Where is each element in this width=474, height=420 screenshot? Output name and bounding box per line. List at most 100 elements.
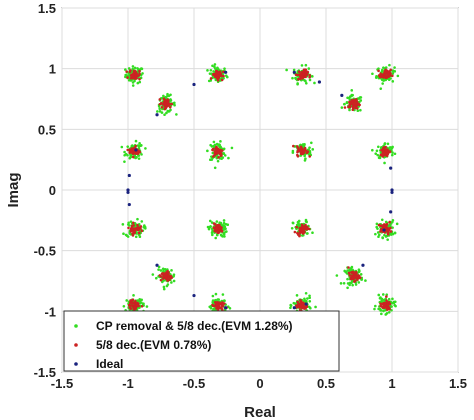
- point-cp-removal: [393, 152, 397, 156]
- point-dec: [222, 74, 225, 78]
- point-cp-removal: [221, 293, 225, 296]
- point-cp-removal: [226, 223, 230, 226]
- point-cp-removal: [214, 298, 217, 302]
- point-cp-removal: [377, 235, 380, 238]
- point-dec: [222, 70, 225, 74]
- point-cp-removal: [223, 154, 227, 157]
- point-cp-removal: [207, 227, 211, 231]
- point-dec: [137, 228, 141, 231]
- point-cp-removal: [209, 68, 213, 72]
- point-cp-removal: [209, 143, 212, 147]
- point-dec: [127, 226, 130, 230]
- point-dec: [354, 106, 358, 110]
- point-dec: [299, 150, 303, 153]
- point-cp-removal: [157, 105, 161, 108]
- point-cp-removal: [173, 103, 176, 107]
- point-cp-removal: [379, 151, 383, 154]
- point-cp-removal: [132, 294, 135, 297]
- point-cp-removal: [138, 297, 142, 301]
- point-dec: [353, 279, 357, 283]
- point-dec: [164, 106, 168, 110]
- point-dec: [304, 306, 307, 310]
- point-cp-removal: [297, 221, 300, 224]
- point-dec: [354, 275, 358, 279]
- point-cp-removal: [306, 297, 309, 300]
- point-cp-removal: [143, 225, 147, 229]
- point-cp-removal: [134, 235, 138, 239]
- point-cp-removal: [391, 80, 395, 83]
- point-dec: [387, 70, 391, 73]
- point-cp-removal: [129, 220, 133, 223]
- point-dec: [301, 72, 305, 76]
- point-dec: [296, 300, 300, 304]
- point-cp-removal: [391, 145, 394, 149]
- point-cp-removal: [381, 293, 385, 296]
- point-dec: [296, 146, 300, 150]
- point-cp-removal: [357, 268, 361, 271]
- point-cp-removal: [302, 144, 306, 147]
- point-dec: [136, 223, 139, 227]
- point-ideal: [389, 210, 393, 214]
- point-cp-removal: [208, 219, 212, 223]
- point-cp-removal: [129, 154, 132, 158]
- point-cp-removal: [291, 221, 295, 225]
- point-cp-removal: [124, 152, 128, 156]
- point-cp-removal: [219, 146, 222, 149]
- point-cp-removal: [206, 69, 209, 72]
- point-dec: [302, 306, 305, 310]
- point-ideal: [127, 202, 131, 207]
- point-cp-removal: [123, 160, 126, 163]
- point-cp-removal: [396, 74, 400, 78]
- point-dec: [140, 229, 144, 233]
- point-dec: [217, 156, 220, 159]
- point-cp-removal: [140, 220, 144, 223]
- y-tick-label: 1.5: [38, 1, 56, 16]
- point-cp-removal: [305, 220, 308, 224]
- point-dec: [381, 148, 385, 151]
- point-cp-removal: [127, 67, 131, 70]
- point-dec: [138, 72, 141, 76]
- point-cp-removal: [169, 108, 172, 112]
- point-dec: [131, 232, 134, 236]
- point-cp-removal: [212, 144, 215, 148]
- point-cp-removal: [307, 67, 311, 70]
- point-dec: [385, 299, 388, 302]
- point-cp-removal: [292, 68, 296, 72]
- point-dec: [386, 303, 390, 307]
- point-cp-removal: [390, 308, 393, 312]
- point-cp-removal: [335, 274, 339, 277]
- point-cp-removal: [124, 233, 128, 237]
- point-cp-removal: [220, 223, 223, 227]
- point-dec: [133, 228, 137, 231]
- point-dec: [383, 302, 387, 305]
- point-dec: [211, 155, 215, 158]
- point-cp-removal: [383, 161, 386, 165]
- point-ideal: [389, 166, 393, 170]
- point-cp-removal: [166, 283, 170, 286]
- point-dec: [385, 76, 389, 79]
- point-cp-removal: [125, 299, 129, 302]
- point-cp-removal: [136, 144, 140, 147]
- point-cp-removal: [158, 110, 162, 113]
- point-cp-removal: [137, 146, 141, 150]
- point-cp-removal: [215, 233, 219, 237]
- point-cp-removal: [311, 148, 315, 151]
- point-ideal: [361, 263, 365, 267]
- point-cp-removal: [395, 222, 399, 226]
- point-cp-removal: [346, 277, 349, 281]
- point-dec: [304, 68, 308, 71]
- point-dec: [131, 301, 134, 305]
- point-dec: [215, 224, 219, 227]
- point-cp-removal: [162, 285, 166, 289]
- y-tick-label: -0.5: [34, 244, 56, 259]
- point-cp-removal: [290, 226, 294, 230]
- point-dec: [379, 302, 382, 305]
- point-cp-removal: [375, 225, 378, 229]
- point-cp-removal: [121, 223, 125, 226]
- y-tick-label: 0.5: [38, 122, 56, 137]
- point-cp-removal: [209, 79, 213, 82]
- point-dec: [294, 304, 298, 307]
- point-cp-removal: [390, 153, 394, 157]
- point-cp-removal: [371, 72, 374, 76]
- point-cp-removal: [159, 269, 163, 272]
